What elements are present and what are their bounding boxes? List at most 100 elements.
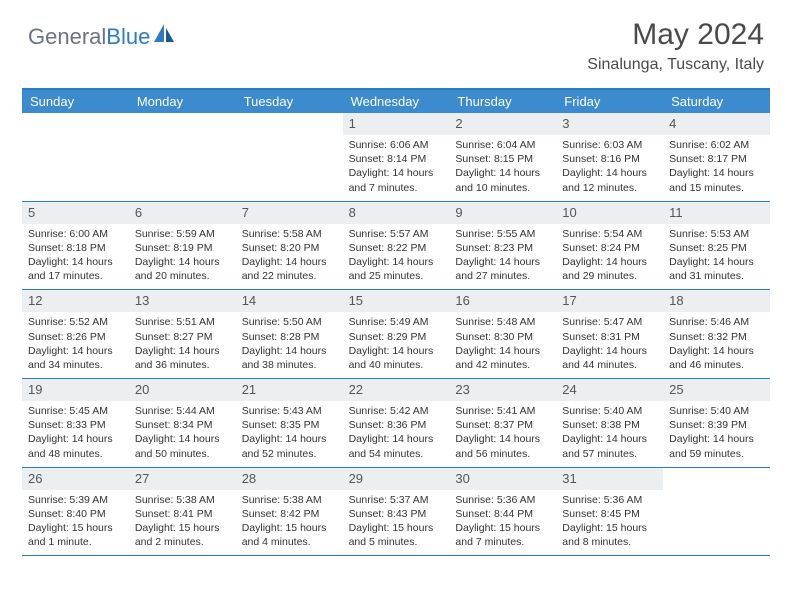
day-number: 31 bbox=[562, 471, 576, 486]
sunset-text: Sunset: 8:29 PM bbox=[349, 330, 444, 344]
day-info: Sunrise: 5:57 AMSunset: 8:22 PMDaylight:… bbox=[343, 224, 450, 290]
day-info: Sunrise: 5:59 AMSunset: 8:19 PMDaylight:… bbox=[129, 224, 236, 290]
sunrise-text: Sunrise: 5:53 AM bbox=[669, 227, 764, 241]
day-number: 4 bbox=[669, 116, 676, 131]
day-number-row: 24 bbox=[556, 379, 663, 401]
sunrise-text: Sunrise: 5:43 AM bbox=[242, 404, 337, 418]
sunrise-text: Sunrise: 6:03 AM bbox=[562, 138, 657, 152]
day-number-row: 12 bbox=[22, 290, 129, 312]
calendar-day-headers: SundayMondayTuesdayWednesdayThursdayFrid… bbox=[22, 90, 770, 113]
daylight-text: Daylight: 14 hours and 22 minutes. bbox=[242, 255, 337, 283]
day-info: Sunrise: 5:46 AMSunset: 8:32 PMDaylight:… bbox=[663, 312, 770, 378]
daylight-text: Daylight: 14 hours and 59 minutes. bbox=[669, 432, 764, 460]
daylight-text: Daylight: 14 hours and 17 minutes. bbox=[28, 255, 123, 283]
sunrise-text: Sunrise: 5:55 AM bbox=[455, 227, 550, 241]
sunset-text: Sunset: 8:45 PM bbox=[562, 507, 657, 521]
day-info: Sunrise: 5:40 AMSunset: 8:39 PMDaylight:… bbox=[663, 401, 770, 467]
sunset-text: Sunset: 8:16 PM bbox=[562, 152, 657, 166]
day-info: Sunrise: 5:38 AMSunset: 8:41 PMDaylight:… bbox=[129, 490, 236, 556]
daylight-text: Daylight: 14 hours and 50 minutes. bbox=[135, 432, 230, 460]
day-number: 8 bbox=[349, 205, 356, 220]
day-info: Sunrise: 5:36 AMSunset: 8:45 PMDaylight:… bbox=[556, 490, 663, 556]
calendar-cell: 2Sunrise: 6:04 AMSunset: 8:15 PMDaylight… bbox=[449, 113, 556, 201]
sunset-text: Sunset: 8:38 PM bbox=[562, 418, 657, 432]
day-info: Sunrise: 5:37 AMSunset: 8:43 PMDaylight:… bbox=[343, 490, 450, 556]
day-header: Sunday bbox=[22, 90, 129, 113]
day-number-row: 25 bbox=[663, 379, 770, 401]
day-info: Sunrise: 6:04 AMSunset: 8:15 PMDaylight:… bbox=[449, 135, 556, 201]
day-number: 9 bbox=[455, 205, 462, 220]
sunset-text: Sunset: 8:34 PM bbox=[135, 418, 230, 432]
sunset-text: Sunset: 8:18 PM bbox=[28, 241, 123, 255]
sunrise-text: Sunrise: 5:36 AM bbox=[455, 493, 550, 507]
day-info: Sunrise: 5:40 AMSunset: 8:38 PMDaylight:… bbox=[556, 401, 663, 467]
daylight-text: Daylight: 14 hours and 15 minutes. bbox=[669, 166, 764, 194]
day-number: 12 bbox=[28, 293, 42, 308]
day-number: 6 bbox=[135, 205, 142, 220]
day-number: 10 bbox=[562, 205, 576, 220]
calendar-cell: 21Sunrise: 5:43 AMSunset: 8:35 PMDayligh… bbox=[236, 379, 343, 467]
daylight-text: Daylight: 14 hours and 52 minutes. bbox=[242, 432, 337, 460]
daylight-text: Daylight: 14 hours and 25 minutes. bbox=[349, 255, 444, 283]
daylight-text: Daylight: 14 hours and 31 minutes. bbox=[669, 255, 764, 283]
calendar-cell: 15Sunrise: 5:49 AMSunset: 8:29 PMDayligh… bbox=[343, 290, 450, 378]
sunset-text: Sunset: 8:28 PM bbox=[242, 330, 337, 344]
day-number: 29 bbox=[349, 471, 363, 486]
calendar-cell: 8 Sunrise: 5:57 AMSunset: 8:22 PMDaylight… bbox=[343, 202, 450, 290]
calendar-cell bbox=[22, 113, 129, 201]
day-info: Sunrise: 5:41 AMSunset: 8:37 PMDaylight:… bbox=[449, 401, 556, 467]
day-header: Friday bbox=[556, 90, 663, 113]
day-number-row: 13 bbox=[129, 290, 236, 312]
day-number: 23 bbox=[455, 382, 469, 397]
sunset-text: Sunset: 8:43 PM bbox=[349, 507, 444, 521]
day-number-row: 2 bbox=[449, 113, 556, 135]
sunset-text: Sunset: 8:19 PM bbox=[135, 241, 230, 255]
sunrise-text: Sunrise: 5:47 AM bbox=[562, 315, 657, 329]
daylight-text: Daylight: 14 hours and 29 minutes. bbox=[562, 255, 657, 283]
calendar-cell: 17Sunrise: 5:47 AMSunset: 8:31 PMDayligh… bbox=[556, 290, 663, 378]
day-number-row: 22 bbox=[343, 379, 450, 401]
sunset-text: Sunset: 8:20 PM bbox=[242, 241, 337, 255]
calendar-cell: 14Sunrise: 5:50 AMSunset: 8:28 PMDayligh… bbox=[236, 290, 343, 378]
sunrise-text: Sunrise: 5:48 AM bbox=[455, 315, 550, 329]
sunset-text: Sunset: 8:42 PM bbox=[242, 507, 337, 521]
day-info: Sunrise: 6:00 AMSunset: 8:18 PMDaylight:… bbox=[22, 224, 129, 290]
day-number-row: 5 bbox=[22, 202, 129, 224]
day-number-row: 26 bbox=[22, 468, 129, 490]
calendar-week: 19Sunrise: 5:45 AMSunset: 8:33 PMDayligh… bbox=[22, 379, 770, 468]
daylight-text: Daylight: 14 hours and 48 minutes. bbox=[28, 432, 123, 460]
sunset-text: Sunset: 8:27 PM bbox=[135, 330, 230, 344]
sunrise-text: Sunrise: 5:58 AM bbox=[242, 227, 337, 241]
day-number: 3 bbox=[562, 116, 569, 131]
logo-text-blue: Blue bbox=[106, 24, 150, 49]
day-info: Sunrise: 5:51 AMSunset: 8:27 PMDaylight:… bbox=[129, 312, 236, 378]
month-title: May 2024 bbox=[587, 18, 764, 52]
sunset-text: Sunset: 8:30 PM bbox=[455, 330, 550, 344]
sunrise-text: Sunrise: 5:38 AM bbox=[242, 493, 337, 507]
calendar-cell: 26Sunrise: 5:39 AMSunset: 8:40 PMDayligh… bbox=[22, 468, 129, 556]
day-number: 20 bbox=[135, 382, 149, 397]
day-number-row: 19 bbox=[22, 379, 129, 401]
day-number-row: 17 bbox=[556, 290, 663, 312]
sunrise-text: Sunrise: 5:40 AM bbox=[562, 404, 657, 418]
daylight-text: Daylight: 14 hours and 10 minutes. bbox=[455, 166, 550, 194]
day-info: Sunrise: 5:58 AMSunset: 8:20 PMDaylight:… bbox=[236, 224, 343, 290]
sunrise-text: Sunrise: 6:00 AM bbox=[28, 227, 123, 241]
calendar-cell: 24Sunrise: 5:40 AMSunset: 8:38 PMDayligh… bbox=[556, 379, 663, 467]
calendar-week: 1Sunrise: 6:06 AMSunset: 8:14 PMDaylight… bbox=[22, 113, 770, 202]
day-number-row: 18 bbox=[663, 290, 770, 312]
day-info: Sunrise: 5:49 AMSunset: 8:29 PMDaylight:… bbox=[343, 312, 450, 378]
sunrise-text: Sunrise: 5:59 AM bbox=[135, 227, 230, 241]
logo: GeneralBlue bbox=[28, 24, 178, 50]
day-number-row: 11 bbox=[663, 202, 770, 224]
day-number: 18 bbox=[669, 293, 683, 308]
daylight-text: Daylight: 15 hours and 5 minutes. bbox=[349, 521, 444, 549]
day-number: 1 bbox=[349, 116, 356, 131]
day-info: Sunrise: 5:52 AMSunset: 8:26 PMDaylight:… bbox=[22, 312, 129, 378]
day-number-row: 3 bbox=[556, 113, 663, 135]
day-info: Sunrise: 6:02 AMSunset: 8:17 PMDaylight:… bbox=[663, 135, 770, 201]
daylight-text: Daylight: 14 hours and 20 minutes. bbox=[135, 255, 230, 283]
logo-text-gray: General bbox=[28, 24, 106, 49]
sunset-text: Sunset: 8:17 PM bbox=[669, 152, 764, 166]
daylight-text: Daylight: 15 hours and 4 minutes. bbox=[242, 521, 337, 549]
